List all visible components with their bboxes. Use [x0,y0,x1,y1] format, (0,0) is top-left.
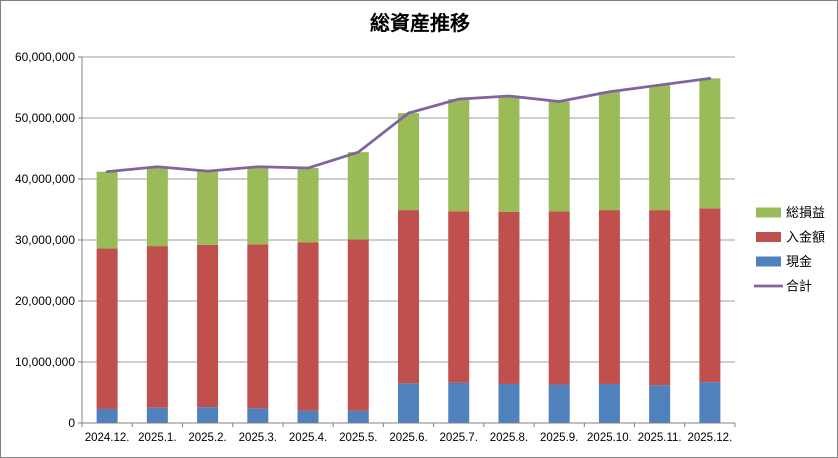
x-axis-label: 2025.6. [389,432,427,444]
bar-segment-入金額 [398,210,419,384]
bar-segment-入金額 [347,239,369,411]
bar-segment-総損益 [96,171,118,249]
bar-segment-入金額 [247,244,269,409]
x-axis-label: 2025.3. [239,432,277,444]
bar-segment-現金 [247,408,269,423]
x-axis-label: 2025.10. [587,432,632,444]
bar-segment-総損益 [649,85,671,211]
bar-segment-入金額 [146,246,168,408]
bar-segment-現金 [448,382,470,423]
x-axis-label: 2025.1. [138,432,176,444]
legend-swatch-現金 [756,256,781,267]
legend-swatch-総損益 [756,207,781,218]
bar-segment-現金 [649,385,671,423]
bar-segment-入金額 [197,244,219,408]
x-axis-label: 2025.8. [490,432,528,444]
bar-segment-入金額 [448,211,470,383]
bar-segment-総損益 [699,78,721,209]
bar-segment-総損益 [598,91,620,211]
bar-segment-現金 [347,410,369,423]
legend-label: 合計 [786,279,812,294]
bar-segment-現金 [498,383,520,423]
bar-segment-入金額 [96,248,118,409]
bar-segment-総損益 [297,168,319,243]
y-axis-label: 10,000,000 [15,355,75,369]
y-axis-label: 60,000,000 [15,50,75,64]
bar-segment-入金額 [699,208,721,383]
x-axis-label: 2025.7. [440,432,478,444]
legend-swatch-入金額 [756,232,781,242]
legend-label: 現金 [786,254,812,269]
bar-segment-入金額 [297,242,319,411]
x-axis-label: 2025.9. [540,432,578,444]
bar-segment-総損益 [398,113,419,211]
y-axis-label: 20,000,000 [15,294,75,308]
bar-segment-現金 [548,384,570,423]
bar-segment-総損益 [448,99,470,212]
x-axis-label: 2025.5. [339,432,377,444]
bar-segment-総損益 [197,171,219,245]
x-axis-label: 2025.11. [638,432,682,444]
x-axis-label: 2025.12. [688,432,733,444]
bar-segment-現金 [297,410,319,423]
axis-labels: 0 10,000,000 20,000,000 30,000,000 40,000,00… [15,50,732,444]
x-axis-label: 2025.2. [188,432,226,444]
bar-segment-総損益 [146,166,168,247]
y-axis-label: 30,000,000 [15,233,75,247]
axes-and-ticks [78,56,736,427]
y-axis-label: 50,000,000 [15,111,75,125]
bar-segment-総損益 [498,96,520,212]
legend-label: 入金額 [786,230,825,245]
bar-segment-入金額 [649,210,671,386]
bar-segment-入金額 [598,210,620,384]
y-axis-label: 0 [68,416,75,430]
bar-segment-総損益 [247,166,269,245]
bar-segment-現金 [146,407,168,423]
bar-segment-現金 [96,408,118,423]
bar-segment-現金 [699,382,721,423]
bar-segment-入金額 [548,211,570,385]
bar-series [96,78,721,423]
x-axis-label: 2024.12. [85,432,130,444]
chart-title: 総資産推移 [370,11,470,35]
bar-segment-総損益 [548,101,570,212]
bar-segment-現金 [398,383,419,423]
total-line [105,76,712,174]
bar-segment-総損益 [347,152,369,240]
y-axis-label: 40,000,000 [15,172,75,186]
bar-segment-現金 [197,407,219,423]
bar-segment-現金 [598,383,620,423]
x-axis-label: 2025.4. [289,432,327,444]
bar-segment-入金額 [498,211,520,384]
total-line-group [105,76,712,174]
legend-label: 総損益 [786,205,825,220]
